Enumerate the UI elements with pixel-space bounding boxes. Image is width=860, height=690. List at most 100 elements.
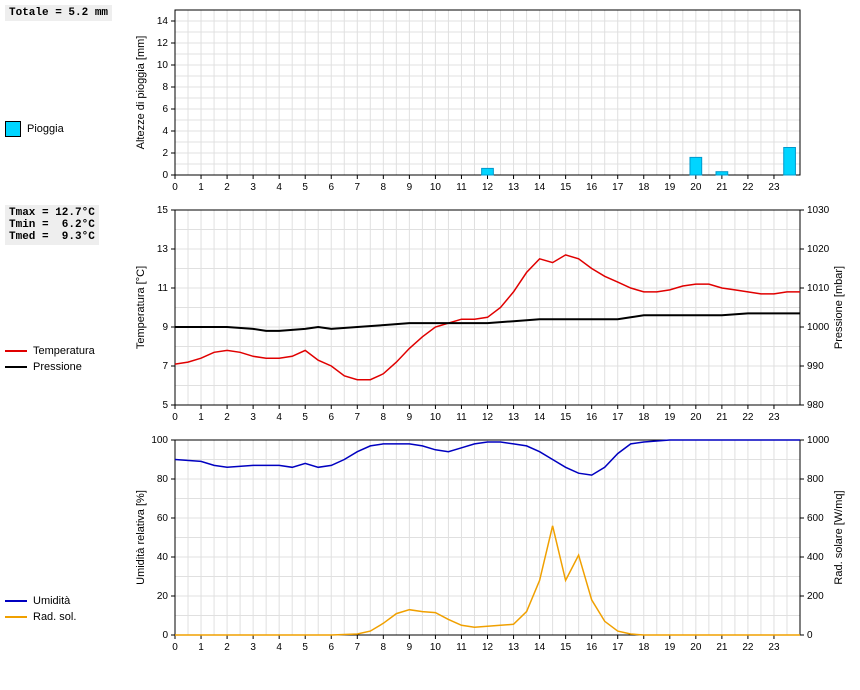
svg-text:3: 3 (250, 182, 256, 193)
svg-text:14: 14 (534, 412, 546, 423)
svg-text:1000: 1000 (807, 322, 830, 333)
svg-text:0: 0 (162, 630, 168, 641)
legend-column: Tmax = 12.7°C Tmin = 6.2°C Tmed = 9.3°C T… (0, 200, 130, 430)
svg-text:0: 0 (172, 642, 178, 653)
y-left-label: Altezze di pioggia [mm] (135, 36, 147, 150)
svg-text:400: 400 (807, 552, 824, 563)
svg-text:18: 18 (638, 412, 650, 423)
stat-box: Tmax = 12.7°C Tmin = 6.2°C Tmed = 9.3°C (5, 205, 99, 245)
svg-text:980: 980 (807, 400, 824, 411)
legend-line (5, 350, 27, 352)
svg-text:9: 9 (407, 412, 413, 423)
svg-text:9: 9 (162, 322, 168, 333)
chart-area: 0123456789101112131415161718192021222302… (130, 0, 860, 200)
legend-line (5, 366, 27, 368)
svg-text:14: 14 (157, 16, 169, 27)
svg-text:11: 11 (456, 412, 467, 423)
bar-pioggia (482, 168, 494, 175)
svg-text:15: 15 (560, 642, 572, 653)
legend-item: Pioggia (5, 121, 130, 137)
panel-temp: Tmax = 12.7°C Tmin = 6.2°C Tmed = 9.3°C T… (0, 200, 860, 430)
svg-text:80: 80 (157, 474, 169, 485)
svg-text:2: 2 (224, 642, 230, 653)
svg-text:8: 8 (381, 642, 387, 653)
svg-text:10: 10 (430, 412, 442, 423)
legend-item: Pressione (5, 361, 130, 373)
svg-text:990: 990 (807, 361, 824, 372)
svg-text:12: 12 (482, 642, 494, 653)
svg-text:7: 7 (162, 361, 168, 372)
svg-text:11: 11 (456, 182, 467, 193)
y-right-label: Rad. solare [W/mq] (833, 490, 845, 584)
svg-text:9: 9 (407, 182, 413, 193)
svg-text:17: 17 (612, 642, 624, 653)
svg-text:0: 0 (162, 170, 168, 181)
svg-text:1010: 1010 (807, 283, 830, 294)
svg-text:13: 13 (157, 244, 169, 255)
svg-text:7: 7 (355, 412, 361, 423)
svg-text:13: 13 (508, 412, 520, 423)
svg-text:15: 15 (157, 205, 169, 216)
bar-pioggia (690, 157, 702, 175)
svg-text:14: 14 (534, 642, 546, 653)
svg-text:16: 16 (586, 642, 598, 653)
svg-text:0: 0 (172, 412, 178, 423)
svg-text:1020: 1020 (807, 244, 830, 255)
svg-text:20: 20 (690, 642, 702, 653)
svg-text:10: 10 (430, 642, 442, 653)
svg-text:4: 4 (276, 642, 282, 653)
svg-text:13: 13 (508, 182, 520, 193)
panel-humidity: UmiditàRad. sol.012345678910111213141516… (0, 430, 860, 660)
svg-text:17: 17 (612, 182, 624, 193)
legend-label: Umidità (33, 595, 70, 607)
legend-label: Pioggia (27, 123, 64, 135)
legend-item: Rad. sol. (5, 611, 130, 623)
svg-text:21: 21 (716, 412, 728, 423)
svg-text:8: 8 (381, 182, 387, 193)
svg-text:8: 8 (381, 412, 387, 423)
svg-text:11: 11 (456, 642, 467, 653)
y-left-label: Umidità relativa [%] (135, 490, 147, 585)
svg-text:6: 6 (328, 182, 334, 193)
svg-text:2: 2 (224, 182, 230, 193)
legend-label: Rad. sol. (33, 611, 76, 623)
svg-text:3: 3 (250, 642, 256, 653)
svg-text:21: 21 (716, 642, 728, 653)
legend-label: Pressione (33, 361, 82, 373)
svg-text:5: 5 (302, 182, 308, 193)
svg-text:13: 13 (508, 642, 520, 653)
svg-text:19: 19 (664, 182, 676, 193)
svg-text:5: 5 (162, 400, 168, 411)
svg-text:11: 11 (158, 283, 169, 294)
svg-text:12: 12 (482, 182, 494, 193)
svg-text:16: 16 (586, 412, 598, 423)
svg-text:12: 12 (482, 412, 494, 423)
svg-text:6: 6 (328, 642, 334, 653)
svg-text:23: 23 (768, 642, 780, 653)
svg-text:40: 40 (157, 552, 169, 563)
svg-text:7: 7 (355, 642, 361, 653)
svg-text:22: 22 (742, 412, 754, 423)
svg-text:21: 21 (716, 182, 728, 193)
svg-text:22: 22 (742, 642, 754, 653)
bar-pioggia (784, 148, 796, 176)
svg-text:6: 6 (162, 104, 168, 115)
svg-text:4: 4 (276, 412, 282, 423)
svg-text:23: 23 (768, 412, 780, 423)
legend-item: Temperatura (5, 345, 130, 357)
svg-text:1030: 1030 (807, 205, 830, 216)
svg-text:23: 23 (768, 182, 780, 193)
stat-box: Totale = 5.2 mm (5, 5, 112, 21)
legend-swatch (5, 121, 21, 137)
legend-column: Umidità Rad. sol. (0, 430, 130, 660)
svg-text:0: 0 (172, 182, 178, 193)
svg-text:22: 22 (742, 182, 754, 193)
y-right-label: Pressione [mbar] (833, 266, 845, 349)
svg-text:15: 15 (560, 182, 572, 193)
svg-text:10: 10 (157, 60, 169, 71)
svg-text:5: 5 (302, 412, 308, 423)
svg-text:3: 3 (250, 412, 256, 423)
svg-text:1000: 1000 (807, 435, 830, 446)
legend-line (5, 616, 27, 618)
svg-text:6: 6 (328, 412, 334, 423)
